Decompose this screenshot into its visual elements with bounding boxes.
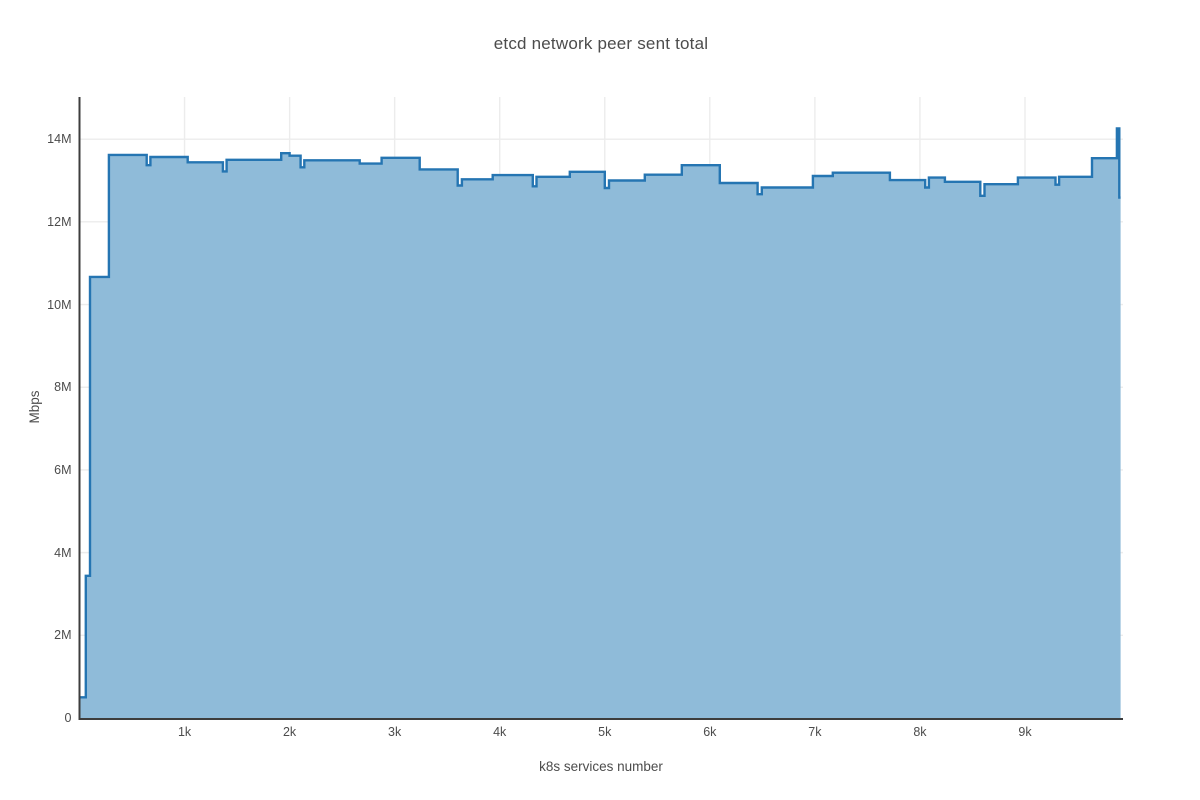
x-tick-label: 2k [282,725,297,739]
y-tick-label: 0 [64,711,72,725]
step-line [79,127,1121,699]
x-tick-label: 7k [808,725,822,739]
axis-lines [78,97,1123,720]
x-tick-label: 1k [177,725,192,739]
y-tick-label: 12M [47,214,72,229]
y-tick-label: 6M [54,462,72,477]
x-tick-label: 6k [703,725,717,739]
chart-title: etcd network peer sent total [493,34,709,53]
area-fill [79,128,1121,718]
y-tick-label: 4M [54,545,72,560]
x-tick-label: 3k [388,725,402,739]
x-tick-label: 9k [1018,725,1032,739]
y-tick-label: 14M [47,132,72,147]
x-tick-label: 8k [913,725,927,739]
y-tick-label: 8M [54,380,72,395]
x-tick-label: 4k [493,725,507,739]
x-axis-title: k8s services number [539,759,663,774]
y-tick-label: 10M [47,297,72,312]
y-tick-label: 2M [54,628,72,643]
y-axis-title: Mbps [27,390,42,424]
x-tick-label: 5k [598,725,612,739]
